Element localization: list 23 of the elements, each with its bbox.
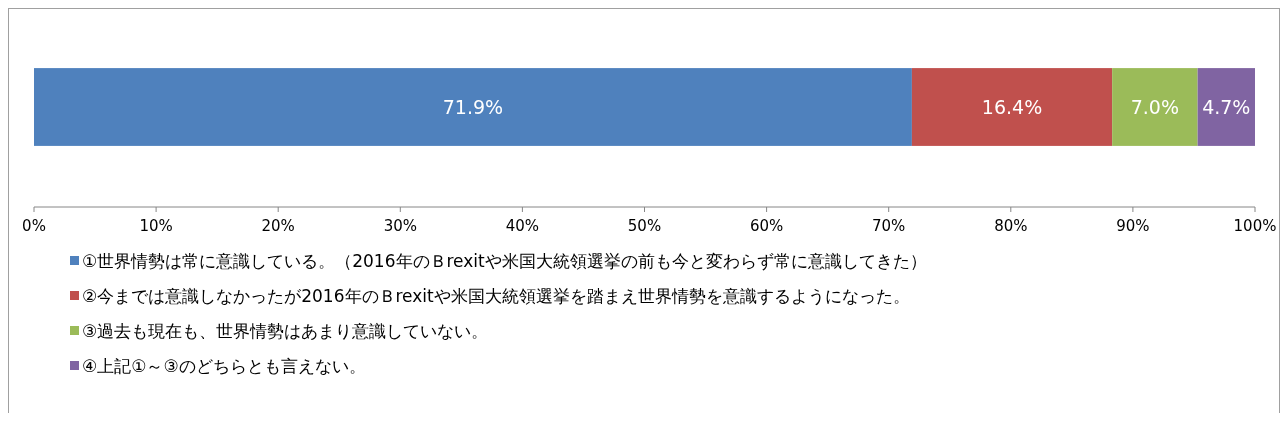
x-tick-label: 40%	[505, 217, 540, 235]
x-tick-label: 100%	[1233, 217, 1277, 235]
legend-label: ②今までは意識しなかったが2016年のＢrexitや米国大統領選挙を踏まえ世界情勢を意識するようになった。	[82, 286, 910, 306]
bar	[34, 68, 912, 146]
data-label: 71.9%	[442, 96, 504, 118]
bar	[1112, 68, 1198, 146]
data-label: 4.7%	[1202, 96, 1251, 118]
x-tick-label: 70%	[872, 217, 906, 235]
x-tick-label: 10%	[139, 217, 173, 235]
x-tick-label: 30%	[383, 217, 417, 235]
x-tick-label: 90%	[1116, 217, 1150, 235]
x-tick-label: 50%	[627, 217, 662, 235]
x-tick-label: 20%	[261, 217, 295, 235]
legend-label: ③過去も現在も、世界情勢はあまり意識していない。	[82, 321, 489, 341]
legend-label: ①世界情勢は常に意識している。（2016年のＢrexitや米国大統領選挙の前も今と変わらず常に意識してきた）	[82, 251, 927, 271]
x-tick-label: 60%	[749, 217, 784, 235]
bar	[911, 68, 1113, 146]
bar	[1197, 68, 1255, 146]
legend-label: ④上記①～③のどちらとも言えない。	[82, 356, 366, 376]
x-tick-label: 80%	[994, 217, 1028, 235]
data-label: 16.4%	[981, 96, 1043, 118]
x-tick-label: 0%	[22, 217, 46, 235]
data-label: 7.0%	[1130, 96, 1180, 118]
